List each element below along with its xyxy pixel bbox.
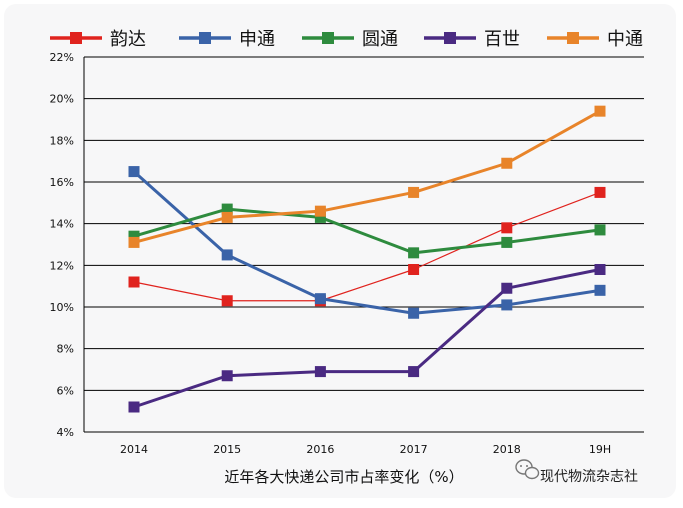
data-point bbox=[408, 366, 420, 378]
data-point bbox=[221, 203, 233, 215]
series-2 bbox=[128, 166, 606, 319]
legend-item: 韵达 bbox=[50, 29, 146, 50]
data-point bbox=[408, 247, 420, 259]
data-point bbox=[501, 157, 513, 169]
x-tick-label: 2016 bbox=[306, 443, 334, 456]
series-line bbox=[133, 170, 601, 315]
data-point bbox=[128, 230, 140, 242]
y-tick-label: 20% bbox=[50, 93, 74, 106]
data-point bbox=[128, 276, 140, 288]
series-lines bbox=[128, 105, 606, 413]
data-point bbox=[314, 366, 326, 378]
series-4 bbox=[128, 264, 606, 413]
data-point bbox=[501, 282, 513, 294]
series-line bbox=[133, 109, 601, 244]
legend-label: 韵达 bbox=[110, 29, 146, 50]
legend: 韵达 申通 圆通 百世 中通 bbox=[50, 29, 643, 50]
legend-item: 中通 bbox=[547, 29, 643, 50]
axes: 2014 2015 2016 2017 2018 19H bbox=[83, 57, 611, 456]
legend-label: 申通 bbox=[239, 29, 275, 50]
data-point bbox=[221, 211, 233, 223]
x-tick-label: 2015 bbox=[213, 443, 241, 456]
legend-label: 中通 bbox=[607, 29, 643, 50]
data-point bbox=[408, 186, 420, 198]
watermark-text: 现代物流杂志社 bbox=[540, 469, 638, 485]
data-point bbox=[501, 299, 513, 311]
series-3 bbox=[128, 203, 606, 259]
y-tick-label: 4% bbox=[57, 426, 74, 439]
series-5 bbox=[128, 105, 606, 248]
legend-marker bbox=[322, 32, 334, 44]
x-tick-label: 19H bbox=[589, 443, 611, 456]
wechat-icon bbox=[515, 459, 540, 480]
legend-marker bbox=[567, 32, 579, 44]
data-point bbox=[221, 370, 233, 382]
legend-item: 百世 bbox=[424, 29, 520, 50]
data-point bbox=[594, 284, 606, 296]
y-tick-label: 22% bbox=[50, 51, 74, 64]
y-tick-label: 10% bbox=[50, 301, 74, 314]
legend-marker bbox=[70, 32, 82, 44]
data-point bbox=[221, 295, 233, 307]
data-point bbox=[594, 105, 606, 117]
y-tick-label: 18% bbox=[50, 134, 74, 147]
data-point bbox=[128, 236, 140, 248]
x-axis-label: 近年各大快递公司市占率变化（%） bbox=[224, 468, 463, 486]
data-point bbox=[594, 224, 606, 236]
data-point bbox=[128, 401, 140, 413]
legend-marker bbox=[199, 32, 211, 44]
data-point bbox=[501, 222, 513, 234]
x-tick-label: 2018 bbox=[493, 443, 521, 456]
legend-item: 圆通 bbox=[302, 29, 398, 50]
data-point bbox=[408, 307, 420, 319]
y-tick-label: 14% bbox=[50, 218, 74, 231]
legend-label: 百世 bbox=[484, 29, 520, 50]
data-point bbox=[314, 293, 326, 305]
y-tick-label: 8% bbox=[57, 343, 74, 356]
chart-card: 韵达 申通 圆通 百世 中通 4% 6% 8% 10% 12% 14% 16% 18% 20% 22% 2… bbox=[4, 4, 676, 498]
data-point bbox=[128, 166, 140, 178]
data-point bbox=[314, 205, 326, 217]
series-line bbox=[133, 191, 601, 302]
data-point bbox=[594, 264, 606, 275]
data-point bbox=[314, 211, 326, 223]
series-1 bbox=[128, 186, 606, 307]
data-point bbox=[501, 236, 513, 248]
y-tick-label: 12% bbox=[50, 259, 74, 272]
x-tick-label: 2014 bbox=[120, 443, 148, 456]
legend-item: 申通 bbox=[179, 29, 275, 50]
line-chart: 韵达 申通 圆通 百世 中通 4% 6% 8% 10% 12% 14% 16% 18% 20% 22% 2… bbox=[50, 29, 644, 486]
series-line bbox=[133, 207, 601, 255]
data-point bbox=[594, 186, 606, 198]
legend-label: 圆通 bbox=[362, 29, 398, 50]
series-line bbox=[133, 268, 601, 409]
data-point bbox=[221, 249, 233, 261]
y-tick-label: 16% bbox=[50, 176, 74, 189]
watermark: 现代物流杂志社 bbox=[515, 459, 638, 485]
legend-marker bbox=[444, 32, 456, 44]
x-tick-label: 2017 bbox=[400, 443, 428, 456]
y-tick-label: 6% bbox=[57, 384, 74, 397]
data-point bbox=[408, 264, 420, 275]
